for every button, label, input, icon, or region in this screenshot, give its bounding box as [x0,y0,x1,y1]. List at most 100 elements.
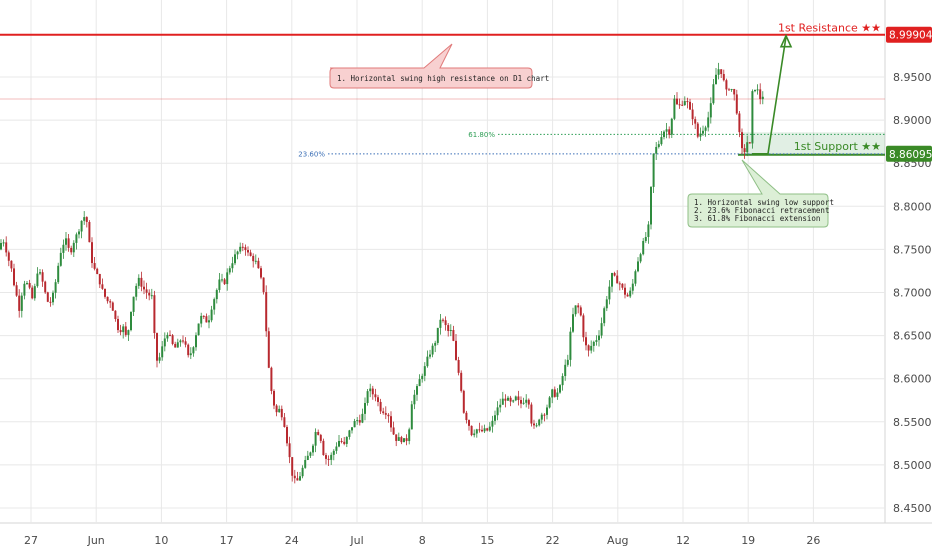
candle-body [288,443,291,458]
candle-body [460,372,463,391]
support-note-line-1: 1. Horizontal swing low support [694,198,834,207]
candle-body [434,342,437,346]
candle-body [101,284,104,289]
time-axis-panel[interactable] [0,523,932,550]
support-note-line-3: 3. 61.8% Fibonacci extension [694,214,820,223]
candle-body [325,455,327,459]
y-tick-label: 8.45000 [893,502,932,515]
candle-body [135,285,138,297]
candle-body [754,89,756,92]
fib-61-8-label: 61.80% [468,131,495,139]
candle-body [512,400,515,402]
candle-body [746,142,749,153]
candles-layer [0,62,764,484]
x-tick-label: 12 [676,534,690,547]
candle-body [109,301,112,303]
candle-body [41,272,44,282]
candle-body [218,279,221,290]
candle-body [491,420,494,427]
support-callout[interactable]: 1. Horizontal swing low support 2. 23.6%… [687,159,834,228]
candle-body [262,277,265,293]
resistance-label: 1st Resistance ★★ [778,22,881,35]
candle-body [566,359,569,365]
candle-body [231,263,234,269]
candle-body [15,285,18,296]
candle-body [46,292,49,302]
y-tick-label: 8.60000 [893,373,932,386]
candle-body [286,426,288,444]
candle-body [13,268,15,286]
candle-body [551,389,554,398]
candle-body [106,296,109,302]
candle-body [93,263,96,269]
candle-body [283,417,286,427]
candle-body [111,302,114,311]
candle-body [343,441,346,444]
candle-body [280,408,283,418]
candle-body [351,427,353,431]
candle-body [197,323,200,336]
candle-body [20,295,23,311]
candle-body [743,148,746,153]
candle-body [579,307,582,316]
candle-body [127,330,130,335]
candle-body [49,301,52,303]
candle-body [574,305,577,315]
candle-body [327,458,330,460]
candle-body [655,146,658,154]
candle-body [54,282,57,293]
x-tick-label: Jun [87,534,105,547]
candle-body [296,478,299,481]
price-axis-panel[interactable] [885,0,932,550]
candle-body [371,388,374,395]
candle-body [356,420,359,422]
candle-body [639,254,642,262]
candle-body [397,437,400,441]
candle-body [369,388,372,392]
candle-body [59,252,62,266]
candle-body [449,329,452,331]
candle-body [725,80,728,90]
candle-body [605,299,608,309]
candle-body [405,438,408,442]
candle-body [18,295,21,311]
candle-body [0,242,2,250]
resistance-callout-box [329,43,533,89]
candle-body [374,394,377,398]
candle-body [5,242,8,253]
candle-body [322,440,325,456]
candle-body [572,314,574,332]
candle-body [361,413,364,423]
candle-body [634,271,637,284]
support-zone [742,132,885,155]
resistance-price-badge-text: 8.99904 [889,30,932,42]
resistance-callout[interactable]: 1. Horizontal swing high resistance on D… [329,43,549,89]
candle-body [195,335,197,348]
candle-body [507,397,509,401]
x-tick-label: 8 [419,534,426,547]
candle-body [540,414,543,420]
candle-body [267,331,270,368]
candle-body [442,319,444,321]
candle-body [525,399,528,403]
candle-body [379,401,382,412]
candle-body [676,98,678,105]
candle-body [78,231,80,235]
candle-body [447,325,450,331]
candle-body [686,101,689,103]
candle-body [741,132,743,149]
candle-body [439,319,442,328]
candle-body [527,399,530,405]
candle-body [756,89,759,91]
candle-body [520,400,522,404]
candle-body [673,98,676,119]
candle-body [720,69,723,75]
x-tick-label: 26 [806,534,820,547]
candle-body [189,353,192,356]
candle-body [72,242,75,253]
candle-body [119,330,122,333]
candle-body [626,294,629,297]
resistance-note-line-1: 1. Horizontal swing high resistance on D… [337,74,549,83]
candle-body [88,221,91,243]
